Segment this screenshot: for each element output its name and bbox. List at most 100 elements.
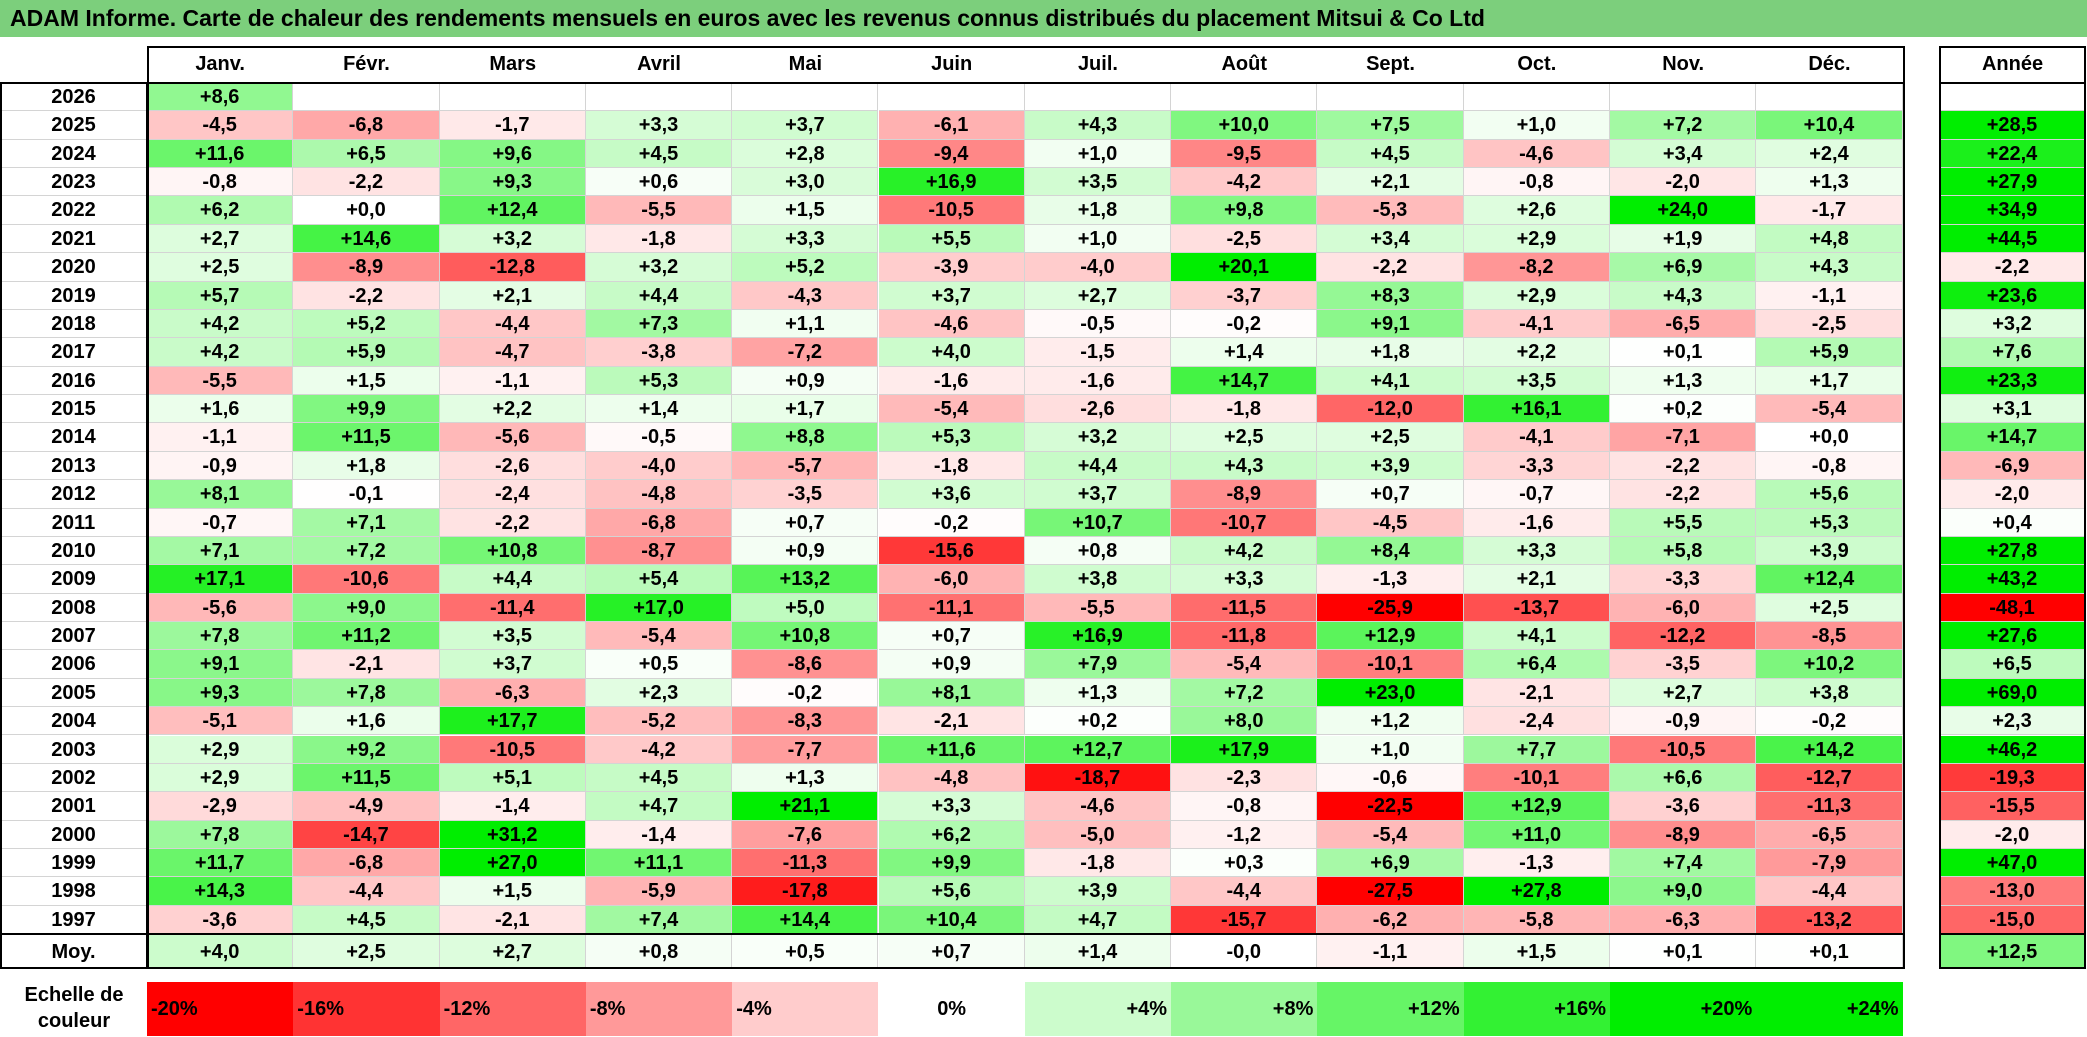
heatmap-cell: +5,9 <box>1756 338 1903 367</box>
heatmap-cell: +16,9 <box>878 168 1025 197</box>
heatmap-cell: +4,3 <box>1171 451 1318 481</box>
annual-cell: -48,1 <box>1939 593 2086 623</box>
heatmap-cell: -4,5 <box>1317 508 1464 537</box>
heatmap-cell: +16,1 <box>1463 395 1610 424</box>
heatmap-cell: -0,2 <box>732 678 879 708</box>
heatmap-cell: -0,5 <box>1024 309 1172 339</box>
heatmap-cell: -3,3 <box>1610 565 1757 594</box>
heatmap-cell: -7,1 <box>1610 423 1757 452</box>
heatmap-cell: -8,5 <box>1756 622 1903 651</box>
year-label: 1998 <box>0 877 147 906</box>
heatmap-cell: -6,8 <box>293 848 440 878</box>
heatmap-cell: -3,3 <box>1463 451 1610 481</box>
heatmap-cell: +9,1 <box>1317 309 1464 339</box>
heatmap-cell: -12,7 <box>1756 763 1903 793</box>
heatmap-cell: +2,8 <box>732 139 879 169</box>
heatmap-cell: +3,4 <box>1610 139 1757 169</box>
heatmap-cell: +2,9 <box>1463 224 1610 254</box>
heatmap-cell: +13,2 <box>732 565 879 594</box>
heatmap-cell: +0,1 <box>1610 338 1757 367</box>
color-scale-swatch: +4% <box>1024 982 1172 1036</box>
heatmap-cell: +0,5 <box>585 650 733 679</box>
heatmap-cell: -5,4 <box>1171 650 1318 679</box>
heatmap-cell: +3,2 <box>1024 423 1172 452</box>
heatmap-cell: +7,2 <box>1610 111 1757 140</box>
heatmap-cell: +17,9 <box>1171 735 1318 764</box>
heatmap-cell: +5,4 <box>585 565 733 594</box>
heatmap-cell: -1,8 <box>1171 395 1318 424</box>
heatmap-cell: -1,3 <box>1463 848 1610 878</box>
heatmap-cell: +11,0 <box>1463 820 1610 849</box>
heatmap-cell: +1,5 <box>732 196 879 225</box>
heatmap-cell: +0,7 <box>1317 480 1464 509</box>
heatmap-cell: -4,4 <box>439 309 586 339</box>
heatmap-cell: -1,6 <box>878 366 1025 396</box>
color-scale-swatch: +16% <box>1463 982 1610 1036</box>
heatmap-cell: +0,6 <box>585 168 733 197</box>
heatmap-cell: -1,6 <box>1024 366 1172 396</box>
heatmap-cell: -13,2 <box>1756 905 1903 935</box>
heatmap-cell <box>439 83 586 112</box>
heatmap-cell: +4,3 <box>1024 111 1172 140</box>
month-header: Mai <box>732 46 879 82</box>
heatmap-cell: +4,3 <box>1610 281 1757 310</box>
heatmap-cell: +4,0 <box>878 338 1025 367</box>
heatmap-cell: +2,7 <box>1610 678 1757 708</box>
heatmap-cell <box>1756 83 1903 112</box>
heatmap-cell: -8,9 <box>293 253 440 282</box>
heatmap-cell: +4,8 <box>1756 224 1903 254</box>
heatmap-cell: +4,4 <box>585 281 733 310</box>
heatmap-cell: -4,2 <box>585 735 733 764</box>
heatmap-cell: -4,1 <box>1463 309 1610 339</box>
heatmap-cell: -5,8 <box>1463 905 1610 935</box>
heatmap-cell: +11,6 <box>147 139 294 169</box>
heatmap-cell: +10,8 <box>732 622 879 651</box>
heatmap-cell: +0,9 <box>732 536 879 566</box>
heatmap-cell: +3,6 <box>878 480 1025 509</box>
average-cell: +2,7 <box>439 935 586 969</box>
heatmap-cell: -5,4 <box>1317 820 1464 849</box>
color-scale-swatch: -12% <box>439 982 586 1036</box>
heatmap-cell: +2,2 <box>1463 338 1610 367</box>
heatmap-cell: -1,7 <box>439 111 586 140</box>
heatmap-cell: -7,2 <box>732 338 879 367</box>
heatmap-cell: +7,9 <box>1024 650 1172 679</box>
heatmap-cell: -7,6 <box>732 820 879 849</box>
heatmap-cell: +3,8 <box>1756 678 1903 708</box>
heatmap-cell: -1,7 <box>1756 196 1903 225</box>
annual-header: Année <box>1939 46 2086 82</box>
annual-cell: +14,7 <box>1939 423 2086 452</box>
annual-cell: +47,0 <box>1939 848 2086 878</box>
annual-cell: +27,6 <box>1939 622 2086 651</box>
color-scale-swatch: -8% <box>585 982 733 1036</box>
heatmap-cell: -10,5 <box>1610 735 1757 764</box>
heatmap-cell: +4,4 <box>439 565 586 594</box>
heatmap-cell: -2,1 <box>293 650 440 679</box>
year-label: 2001 <box>0 792 147 821</box>
heatmap-cell: +6,2 <box>878 820 1025 849</box>
heatmap-cell: -8,3 <box>732 707 879 736</box>
year-label: 2014 <box>0 423 147 452</box>
heatmap-cell: -10,1 <box>1463 763 1610 793</box>
annual-cell: +2,3 <box>1939 707 2086 736</box>
average-cell: -0,0 <box>1171 935 1318 969</box>
heatmap-cell: +1,8 <box>293 451 440 481</box>
heatmap-cell: -2,9 <box>147 792 294 821</box>
heatmap-cell: -2,5 <box>1756 309 1903 339</box>
heatmap-cell: +4,7 <box>1024 905 1172 935</box>
heatmap-cell: +2,1 <box>439 281 586 310</box>
heatmap-cell: +3,5 <box>439 622 586 651</box>
heatmap-cell: +14,6 <box>293 224 440 254</box>
year-label: 2016 <box>0 366 147 396</box>
heatmap-cell: +4,2 <box>147 309 294 339</box>
heatmap-cell: +1,5 <box>439 877 586 906</box>
heatmap-cell: +7,4 <box>585 905 733 935</box>
heatmap-cell: -5,3 <box>1317 196 1464 225</box>
heatmap-cell: -2,2 <box>439 508 586 537</box>
heatmap-cell: +1,6 <box>293 707 440 736</box>
annual-cell: +44,5 <box>1939 224 2086 254</box>
heatmap-cell: -4,8 <box>878 763 1025 793</box>
year-label: 2025 <box>0 111 147 140</box>
heatmap-cell: +11,5 <box>293 763 440 793</box>
